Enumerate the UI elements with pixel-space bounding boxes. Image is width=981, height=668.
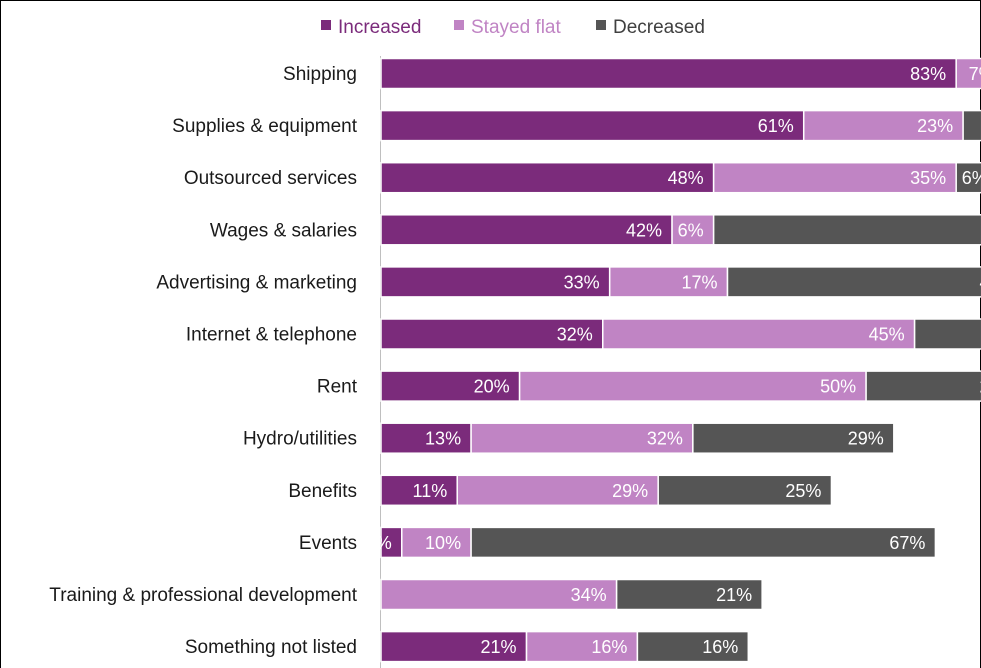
legend-label-decreased: Decreased xyxy=(613,17,705,38)
bar-internet-and-telephone-stayed-flat xyxy=(602,318,916,350)
bar-hydro-utilities-increased xyxy=(380,422,472,454)
category-label-supplies-and-equipment: Supplies & equipment xyxy=(172,116,358,137)
bar-benefits-stayed-flat xyxy=(456,474,659,507)
data-label-training-and-professional-development-stayed-flat: 34% xyxy=(571,585,607,605)
data-label-benefits-decreased: 25% xyxy=(785,481,821,501)
category-label-advertising-and-marketing: Advertising & marketing xyxy=(156,272,357,293)
data-label-rent-decreased: 23% xyxy=(979,377,981,397)
data-label-shipping-stayed-flat: 7% xyxy=(969,64,981,84)
category-label-shipping: Shipping xyxy=(283,64,357,85)
data-label-rent-increased: 20% xyxy=(474,377,510,397)
data-label-internet-and-telephone-increased: 32% xyxy=(557,325,593,345)
category-label-rent: Rent xyxy=(317,377,358,398)
data-label-benefits-increased: 11% xyxy=(413,481,448,501)
bar-shipping-increased xyxy=(380,57,957,90)
category-label-benefits: Benefits xyxy=(288,481,357,502)
data-label-outsourced-services-decreased: 6% xyxy=(962,168,981,188)
category-label-training-and-professional-development: Training & professional development xyxy=(49,585,357,606)
category-label-internet-and-telephone: Internet & telephone xyxy=(186,325,357,346)
data-label-rent-stayed-flat: 50% xyxy=(820,377,856,397)
bar-rent-increased xyxy=(380,370,521,402)
data-label-events-stayed-flat: 10% xyxy=(425,533,461,553)
bar-supplies-and-equipment-stayed-flat xyxy=(802,109,964,142)
legend-label-increased: Increased xyxy=(338,17,421,38)
bar-wages-and-salaries-stayed-flat xyxy=(671,214,715,246)
bar-outsourced-services-decreased xyxy=(955,161,981,194)
bar-training-and-professional-development-stayed-flat xyxy=(380,578,618,611)
bar-supplies-and-equipment-decreased xyxy=(962,109,981,142)
data-label-hydro-utilities-stayed-flat: 32% xyxy=(647,429,683,449)
bar-wages-and-salaries-decreased xyxy=(712,214,981,246)
legend-swatch-decreased xyxy=(596,20,606,30)
bar-internet-and-telephone-increased xyxy=(380,318,604,350)
data-label-wages-and-salaries-increased: 42% xyxy=(626,220,662,240)
data-label-internet-and-telephone-stayed-flat: 45% xyxy=(869,325,905,345)
data-label-supplies-and-equipment-stayed-flat: 23% xyxy=(917,116,953,136)
data-label-events-increased: 3% xyxy=(366,533,392,553)
category-label-events: Events xyxy=(299,533,357,554)
data-label-hydro-utilities-increased: 13% xyxy=(425,429,461,449)
data-label-supplies-and-equipment-increased: 61% xyxy=(758,116,794,136)
data-label-training-and-professional-development-decreased: 21% xyxy=(716,585,752,605)
category-label-hydro-utilities: Hydro/utilities xyxy=(243,429,357,450)
category-label-outsourced-services: Outsourced services xyxy=(184,168,357,189)
bar-hydro-utilities-decreased xyxy=(692,422,895,454)
bar-outsourced-services-increased xyxy=(380,161,715,194)
bar-events-decreased xyxy=(470,526,937,559)
data-labels: 83%7%7%61%23%13%48%35%6%42%6%48%33%17%43… xyxy=(366,64,981,657)
data-label-hydro-utilities-decreased: 29% xyxy=(848,429,884,449)
bar-events-stayed-flat xyxy=(401,526,472,559)
bar-advertising-and-marketing-decreased xyxy=(726,266,981,298)
legend: Increased Stayed flat Decreased xyxy=(321,17,705,38)
category-label-something-not-listed: Something not listed xyxy=(185,637,357,658)
category-label-wages-and-salaries: Wages & salaries xyxy=(210,220,357,241)
data-label-outsourced-services-stayed-flat: 35% xyxy=(910,168,946,188)
legend-label-stayed-flat: Stayed flat xyxy=(471,17,561,38)
legend-swatch-increased xyxy=(321,20,331,30)
data-label-advertising-and-marketing-stayed-flat: 17% xyxy=(681,272,717,292)
bar-something-not-listed-stayed-flat xyxy=(525,630,639,663)
data-label-something-not-listed-decreased: 16% xyxy=(702,637,738,657)
data-label-benefits-stayed-flat: 29% xyxy=(612,481,648,501)
bar-hydro-utilities-stayed-flat xyxy=(470,422,694,454)
data-label-advertising-and-marketing-increased: 33% xyxy=(564,272,600,292)
bar-rent-decreased xyxy=(865,370,981,402)
data-label-something-not-listed-increased: 21% xyxy=(480,637,516,657)
bar-advertising-and-marketing-stayed-flat xyxy=(608,266,729,298)
bar-something-not-listed-increased xyxy=(380,630,528,663)
bar-benefits-decreased xyxy=(657,474,833,507)
legend-swatch-stayed-flat xyxy=(454,20,464,30)
bar-supplies-and-equipment-increased xyxy=(380,109,805,142)
bar-internet-and-telephone-decreased xyxy=(913,318,981,350)
bar-rent-stayed-flat xyxy=(518,370,867,402)
data-label-something-not-listed-stayed-flat: 16% xyxy=(591,637,627,657)
category-labels: Shipping Supplies & equipment Outsourced s… xyxy=(49,64,357,658)
data-label-events-decreased: 67% xyxy=(889,533,925,553)
data-label-wages-and-salaries-stayed-flat: 6% xyxy=(678,220,704,240)
bar-training-and-professional-development-decreased xyxy=(615,578,763,611)
bar-advertising-and-marketing-increased xyxy=(380,266,611,298)
data-label-shipping-increased: 83% xyxy=(910,64,946,84)
bar-shipping-stayed-flat xyxy=(955,57,981,90)
bars xyxy=(380,57,981,663)
data-label-outsourced-services-increased: 48% xyxy=(668,168,704,188)
bar-wages-and-salaries-increased xyxy=(380,214,673,246)
data-label-advertising-and-marketing-decreased: 43% xyxy=(979,272,981,292)
bar-something-not-listed-decreased xyxy=(636,630,750,663)
